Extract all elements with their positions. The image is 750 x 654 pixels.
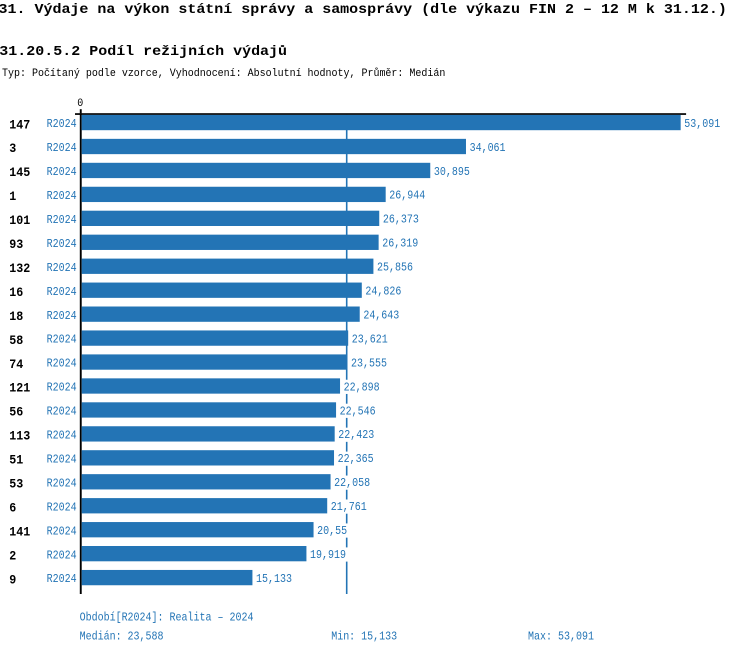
svg-text:2: 2 bbox=[9, 549, 16, 564]
svg-text:141: 141 bbox=[9, 525, 30, 540]
svg-text:R2024: R2024 bbox=[47, 167, 77, 180]
svg-text:26,319: 26,319 bbox=[382, 238, 418, 251]
svg-text:23,555: 23,555 bbox=[351, 358, 387, 371]
svg-text:R2024: R2024 bbox=[47, 574, 77, 587]
svg-text:101: 101 bbox=[9, 214, 30, 229]
svg-text:121: 121 bbox=[9, 381, 30, 396]
svg-text:R2024: R2024 bbox=[47, 454, 77, 467]
svg-text:R2024: R2024 bbox=[47, 143, 77, 156]
svg-text:R2024: R2024 bbox=[47, 238, 77, 251]
svg-text:R2024: R2024 bbox=[47, 526, 77, 539]
svg-text:R2024: R2024 bbox=[47, 406, 77, 419]
svg-text:22,365: 22,365 bbox=[338, 454, 374, 467]
svg-text:58: 58 bbox=[9, 333, 23, 348]
svg-text:Období[R2024]: Realita – 2024: Období[R2024]: Realita – 2024 bbox=[80, 612, 254, 625]
svg-text:Typ: Počítaný podle vzorce, Vy: Typ: Počítaný podle vzorce, Vyhodnocení:… bbox=[2, 67, 445, 80]
svg-text:26,373: 26,373 bbox=[383, 214, 419, 227]
svg-text:R2024: R2024 bbox=[47, 382, 77, 395]
svg-text:24,826: 24,826 bbox=[365, 286, 401, 299]
svg-text:Max: 53,091: Max: 53,091 bbox=[528, 631, 594, 644]
svg-text:34,061: 34,061 bbox=[470, 142, 506, 155]
svg-text:53: 53 bbox=[9, 477, 23, 492]
svg-text:1: 1 bbox=[9, 190, 16, 205]
svg-text:6: 6 bbox=[9, 501, 16, 516]
svg-text:0: 0 bbox=[77, 98, 83, 111]
svg-text:R2024: R2024 bbox=[47, 214, 77, 227]
svg-text:23,621: 23,621 bbox=[352, 334, 388, 347]
svg-text:R2024: R2024 bbox=[47, 430, 77, 443]
svg-text:24,643: 24,643 bbox=[363, 310, 399, 323]
svg-text:145: 145 bbox=[9, 166, 30, 181]
svg-text:113: 113 bbox=[9, 429, 30, 444]
svg-text:19,919: 19,919 bbox=[310, 549, 346, 562]
svg-text:R2024: R2024 bbox=[47, 286, 77, 299]
svg-text:31. Výdaje na výkon státní spr: 31. Výdaje na výkon státní správy a samo… bbox=[0, 2, 727, 17]
svg-text:147: 147 bbox=[9, 118, 30, 133]
svg-text:21,761: 21,761 bbox=[331, 502, 367, 515]
svg-text:R2024: R2024 bbox=[47, 550, 77, 563]
svg-text:132: 132 bbox=[9, 261, 30, 276]
svg-text:R2024: R2024 bbox=[47, 310, 77, 323]
svg-text:20,55: 20,55 bbox=[317, 525, 347, 538]
svg-text:R2024: R2024 bbox=[47, 502, 77, 515]
svg-text:R2024: R2024 bbox=[47, 190, 77, 203]
svg-text:26,944: 26,944 bbox=[389, 190, 425, 203]
svg-text:22,058: 22,058 bbox=[334, 478, 370, 491]
svg-text:Min: 15,133: Min: 15,133 bbox=[331, 631, 397, 644]
svg-text:22,546: 22,546 bbox=[340, 406, 376, 419]
svg-text:16: 16 bbox=[9, 285, 23, 300]
svg-text:22,898: 22,898 bbox=[344, 382, 380, 395]
svg-text:53,091: 53,091 bbox=[684, 118, 720, 131]
svg-text:3: 3 bbox=[9, 142, 16, 157]
svg-text:31.20.5.2 Podíl režijních výda: 31.20.5.2 Podíl režijních výdajů bbox=[0, 45, 287, 60]
svg-text:Medián: 23,588: Medián: 23,588 bbox=[80, 631, 164, 644]
svg-text:25,856: 25,856 bbox=[377, 262, 413, 275]
svg-text:R2024: R2024 bbox=[47, 262, 77, 275]
svg-text:R2024: R2024 bbox=[47, 358, 77, 371]
svg-text:18: 18 bbox=[9, 309, 23, 324]
svg-text:30,895: 30,895 bbox=[434, 166, 470, 179]
svg-text:R2024: R2024 bbox=[47, 334, 77, 347]
svg-text:R2024: R2024 bbox=[47, 119, 77, 132]
svg-text:R2024: R2024 bbox=[47, 478, 77, 491]
svg-text:51: 51 bbox=[9, 453, 23, 468]
svg-text:22,423: 22,423 bbox=[338, 430, 374, 443]
svg-text:93: 93 bbox=[9, 238, 23, 253]
svg-text:56: 56 bbox=[9, 405, 23, 420]
svg-text:74: 74 bbox=[9, 357, 23, 372]
svg-text:15,133: 15,133 bbox=[256, 573, 292, 586]
svg-text:9: 9 bbox=[9, 573, 16, 588]
